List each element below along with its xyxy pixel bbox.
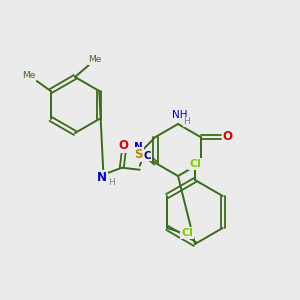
Text: NH: NH — [172, 110, 188, 120]
Text: N: N — [134, 142, 143, 152]
Text: Cl: Cl — [181, 228, 193, 238]
Text: H: H — [108, 178, 115, 187]
Text: C: C — [143, 151, 151, 160]
Text: N: N — [97, 171, 107, 184]
Text: S: S — [134, 148, 143, 161]
Text: Cl: Cl — [189, 159, 201, 169]
Text: O: O — [119, 139, 129, 152]
Text: H: H — [184, 118, 190, 127]
Text: Me: Me — [22, 71, 35, 80]
Text: Me: Me — [88, 56, 102, 64]
Text: O: O — [223, 130, 232, 143]
